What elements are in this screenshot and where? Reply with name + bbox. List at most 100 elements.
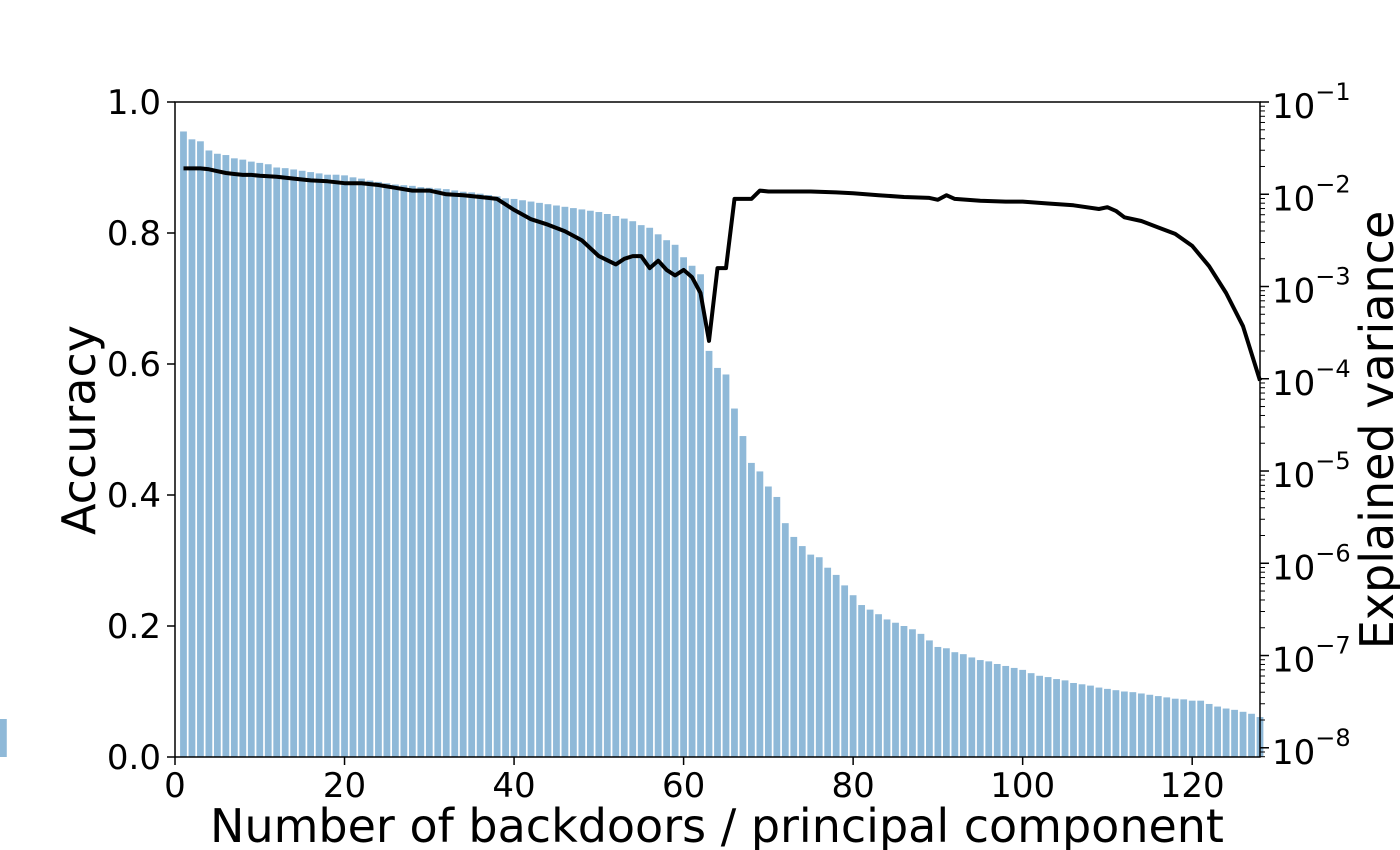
accuracy-bar bbox=[697, 274, 704, 757]
accuracy-bar bbox=[273, 167, 281, 757]
accuracy-bar bbox=[392, 184, 399, 757]
x-tick-label: 40 bbox=[492, 766, 535, 806]
accuracy-bar bbox=[688, 265, 696, 757]
explained-variance-line bbox=[183, 166, 1262, 382]
y-axis-ticks: 0.0 0.2 0.4 0.6 0.8 1.0 bbox=[107, 83, 175, 778]
y-tick-label: 0.0 bbox=[107, 738, 161, 778]
accuracy-bar bbox=[603, 214, 611, 757]
accuracy-bar bbox=[756, 471, 764, 757]
accuracy-bar bbox=[451, 190, 459, 758]
accuracy-bar bbox=[1163, 697, 1171, 757]
accuracy-bar bbox=[1197, 700, 1205, 757]
accuracy-bar bbox=[1120, 691, 1128, 757]
accuracy-bar bbox=[849, 595, 857, 757]
y2-tick-label: 10−2 bbox=[1272, 170, 1351, 219]
accuracy-bar bbox=[663, 240, 671, 757]
accuracy-bar bbox=[180, 131, 187, 758]
y2-tick-label: 10−3 bbox=[1272, 263, 1351, 312]
accuracy-bar bbox=[1104, 688, 1111, 757]
y-axis-label: Accuracy bbox=[52, 325, 106, 535]
accuracy-bar bbox=[527, 201, 535, 757]
accuracy-bar bbox=[324, 174, 331, 757]
accuracy-bar bbox=[731, 408, 738, 757]
accuracy-bar bbox=[680, 257, 687, 757]
accuracy-bar bbox=[993, 663, 1001, 757]
accuracy-bar bbox=[578, 209, 586, 758]
accuracy-bar bbox=[968, 657, 976, 757]
accuracy-bar bbox=[976, 660, 984, 757]
y2-tick-label: 10−1 bbox=[1272, 78, 1351, 127]
accuracy-bar bbox=[586, 210, 594, 758]
accuracy-bar bbox=[900, 626, 908, 757]
accuracy-bar bbox=[654, 234, 662, 757]
accuracy-bar bbox=[502, 198, 509, 757]
x-tick-label: 100 bbox=[990, 766, 1055, 806]
accuracy-bar bbox=[493, 196, 501, 757]
accuracy-bar bbox=[307, 172, 315, 758]
accuracy-bar bbox=[714, 367, 721, 757]
accuracy-bar bbox=[1231, 709, 1238, 757]
accuracy-bar bbox=[1044, 677, 1052, 757]
accuracy-bar bbox=[781, 523, 789, 757]
accuracy-bar bbox=[264, 164, 272, 758]
accuracy-bar bbox=[213, 153, 221, 757]
accuracy-bar bbox=[892, 622, 899, 757]
accuracy-bar bbox=[1019, 669, 1027, 757]
accuracy-bar bbox=[705, 350, 713, 757]
accuracy-bar bbox=[459, 191, 467, 758]
y2-tick-label: 10−4 bbox=[1272, 355, 1351, 404]
accuracy-bar bbox=[807, 554, 815, 757]
y2-tick-label: 10−5 bbox=[1272, 447, 1351, 496]
accuracy-bar bbox=[790, 536, 798, 757]
accuracy-bar bbox=[281, 168, 289, 757]
accuracy-bar bbox=[909, 629, 916, 757]
accuracy-bar bbox=[722, 374, 730, 757]
x-tick-label: 0 bbox=[164, 766, 186, 806]
accuracy-bar bbox=[290, 169, 298, 758]
accuracy-bar bbox=[1214, 706, 1222, 757]
accuracy-bar bbox=[1078, 684, 1086, 757]
accuracy-bar bbox=[959, 654, 967, 757]
accuracy-bar bbox=[247, 161, 255, 758]
accuracy-bar bbox=[349, 177, 357, 757]
accuracy-bar bbox=[832, 574, 840, 757]
accuracy-bar bbox=[595, 212, 603, 758]
accuracy-bar bbox=[866, 609, 874, 758]
accuracy-bar bbox=[1053, 679, 1060, 757]
accuracy-bar bbox=[375, 181, 382, 757]
accuracy-bar bbox=[646, 227, 654, 757]
accuracy-bar bbox=[629, 221, 637, 757]
accuracy-bar bbox=[1154, 696, 1162, 757]
accuracy-bar bbox=[1010, 667, 1018, 757]
accuracy-bar bbox=[1095, 687, 1103, 757]
accuracy-bar bbox=[985, 661, 993, 757]
accuracy-bar bbox=[951, 652, 959, 757]
y-tick-label: 0.2 bbox=[107, 607, 161, 647]
y2-tick-label: 10−8 bbox=[1272, 724, 1351, 773]
accuracy-bar bbox=[1061, 680, 1069, 757]
accuracy-bar bbox=[1036, 675, 1043, 757]
accuracy-bar bbox=[519, 200, 526, 757]
plot-frame bbox=[174, 101, 1261, 758]
accuracy-bar bbox=[341, 175, 348, 758]
y2-axis-ticks: 10−1 10−2 10−3 10−4 10−5 10−6 10−7 10−8 bbox=[1260, 78, 1351, 773]
accuracy-bar bbox=[824, 567, 832, 757]
accuracy-bar bbox=[408, 185, 416, 758]
accuracy-bar bbox=[468, 192, 476, 757]
accuracy-bar bbox=[570, 208, 577, 758]
accuracy-bar bbox=[417, 187, 425, 757]
accuracy-bar bbox=[1180, 699, 1188, 757]
accuracy-bar bbox=[332, 174, 340, 757]
x-axis-ticks: 0 20 40 60 80 100 120 bbox=[164, 757, 1225, 806]
accuracy-bar bbox=[637, 225, 645, 757]
accuracy-bar bbox=[1112, 690, 1120, 757]
accuracy-bar bbox=[358, 178, 365, 757]
accuracy-bar bbox=[536, 202, 543, 757]
accuracy-bar bbox=[222, 155, 230, 758]
accuracy-bar bbox=[798, 546, 806, 757]
accuracy-bar bbox=[315, 173, 323, 757]
accuracy-bar bbox=[0, 719, 7, 757]
accuracy-bar bbox=[1222, 708, 1230, 757]
accuracy-bar bbox=[205, 150, 213, 758]
